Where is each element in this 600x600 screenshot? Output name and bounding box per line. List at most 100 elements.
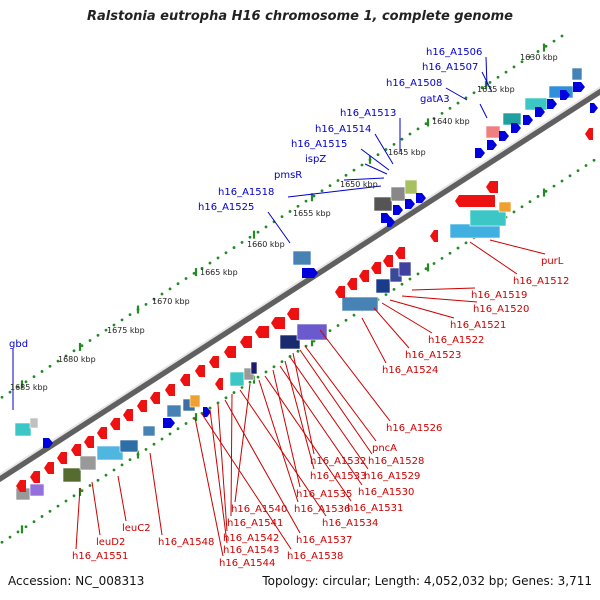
reverse-gene-arrow <box>123 409 133 421</box>
forward-gene-arrow <box>573 82 585 92</box>
forward-gene-label: h16_A1515 <box>291 139 347 150</box>
outer-tick-dot <box>88 339 92 342</box>
inner-tick-dot <box>224 396 228 400</box>
reverse-gene-label: leuC2 <box>122 523 151 534</box>
inner-tick-dot <box>56 504 60 508</box>
outer-tick-dot <box>168 287 172 291</box>
outer-tick-dot <box>72 349 76 353</box>
gene-block <box>398 261 412 277</box>
forward-gene-label: pmsR <box>274 170 302 181</box>
reverse-label-connector <box>489 239 546 255</box>
forward-label-connector <box>360 148 390 171</box>
reverse-gene-label: h16_A1521 <box>450 320 506 331</box>
scale-tick-label: 1645 kbp <box>388 148 426 157</box>
gene-block <box>142 425 156 437</box>
label-connectors <box>12 56 546 557</box>
inner-tick-dot <box>64 499 68 503</box>
inner-tick-dot <box>200 411 204 415</box>
scale-tick-label: 1630 kbp <box>520 53 558 62</box>
outer-tick-dot <box>48 364 52 368</box>
outer-tick-dot <box>560 34 564 38</box>
inner-tick-dot <box>264 370 268 374</box>
inner-tick-dot <box>352 313 356 317</box>
outer-tick-dot <box>56 359 60 363</box>
reverse-gene-arrow <box>455 195 495 207</box>
reverse-gene-arrow <box>30 471 40 483</box>
gene-features <box>14 67 598 501</box>
inner-tick-dot <box>40 515 44 518</box>
outer-tick-dot <box>320 189 324 193</box>
inner-tick-dot <box>72 494 76 498</box>
outer-tick-dot <box>408 132 412 136</box>
forward-gene-arrow <box>535 107 545 117</box>
outer-tick-dot <box>40 370 44 373</box>
reverse-label-connector <box>389 299 455 319</box>
reverse-gene-label: h16_A1536 <box>294 504 350 515</box>
outer-tick-dot <box>512 65 516 69</box>
reverse-gene-label: h16_A1532 <box>310 456 366 467</box>
reverse-label-connector <box>304 345 377 442</box>
outer-tick-dot <box>376 153 380 157</box>
outer-tick-dot <box>456 101 460 105</box>
outer-tick-dot <box>184 277 188 280</box>
inner-tick-dot <box>240 386 244 389</box>
gene-block <box>404 179 418 195</box>
inner-tick-dot <box>408 277 412 281</box>
outer-tick-dot <box>112 323 116 327</box>
outer-tick-dot <box>448 106 452 110</box>
gene-block <box>373 196 393 212</box>
outer-tick-dot <box>152 297 156 301</box>
reverse-label-connector <box>272 369 301 488</box>
inner-tick-dot <box>192 416 196 420</box>
outer-tick-dot <box>432 117 436 120</box>
inner-tick-dot <box>120 463 124 467</box>
reverse-label-connector <box>91 481 101 536</box>
scale-tick-label: 1640 kbp <box>432 117 470 126</box>
reverse-gene-arrow <box>110 418 120 430</box>
reverse-label-connector <box>411 287 476 291</box>
reverse-gene-arrow <box>16 480 26 492</box>
reverse-gene-arrow <box>359 270 369 282</box>
gene-block <box>119 439 139 453</box>
reverse-gene-label: h16_A1528 <box>368 456 424 467</box>
outer-tick-dot <box>80 344 84 348</box>
inner-tick-dot <box>448 251 452 255</box>
outer-tick-dot <box>520 60 524 64</box>
gene-block <box>250 361 258 375</box>
gene-block <box>498 201 512 213</box>
outer-tick-dot <box>400 137 404 141</box>
reverse-label-connector <box>258 379 299 503</box>
forward-gene-arrow <box>393 205 403 215</box>
outer-tick-dot <box>416 127 420 131</box>
reverse-label-connector <box>230 393 233 517</box>
reverse-gene-arrow <box>347 278 357 290</box>
reverse-label-connector <box>319 329 391 422</box>
reverse-gene-arrow <box>255 326 269 338</box>
outer-tick-dot <box>0 395 4 399</box>
gene-block <box>96 445 124 461</box>
reverse-gene-label: h16_A1529 <box>364 471 420 482</box>
outer-tick-dot <box>536 50 540 53</box>
reverse-label-connector <box>239 389 327 517</box>
gene-block <box>296 323 328 341</box>
inner-tick-dot <box>392 287 396 291</box>
outer-tick-dot <box>288 210 292 213</box>
gene-block <box>166 404 182 418</box>
forward-gene-arrow <box>487 140 497 150</box>
forward-gene-arrow <box>560 90 570 100</box>
reverse-gene-label: h16_A1534 <box>322 518 378 529</box>
forward-gene-arrow <box>499 131 509 141</box>
outer-tick-dot <box>504 70 508 74</box>
inner-tick-dot <box>560 179 564 183</box>
reverse-gene-arrow <box>383 255 393 267</box>
reverse-gene-label: h16_A1531 <box>347 503 403 514</box>
inner-tick-dot <box>296 349 300 353</box>
forward-gene-arrow <box>547 99 557 109</box>
outer-tick-dot <box>16 385 20 389</box>
forward-gene-arrow <box>416 193 426 203</box>
reverse-gene-label: h16_A1533 <box>310 471 366 482</box>
reverse-gene-arrow <box>71 444 81 456</box>
outer-tick-dot <box>144 302 148 306</box>
gene-block <box>62 467 82 483</box>
